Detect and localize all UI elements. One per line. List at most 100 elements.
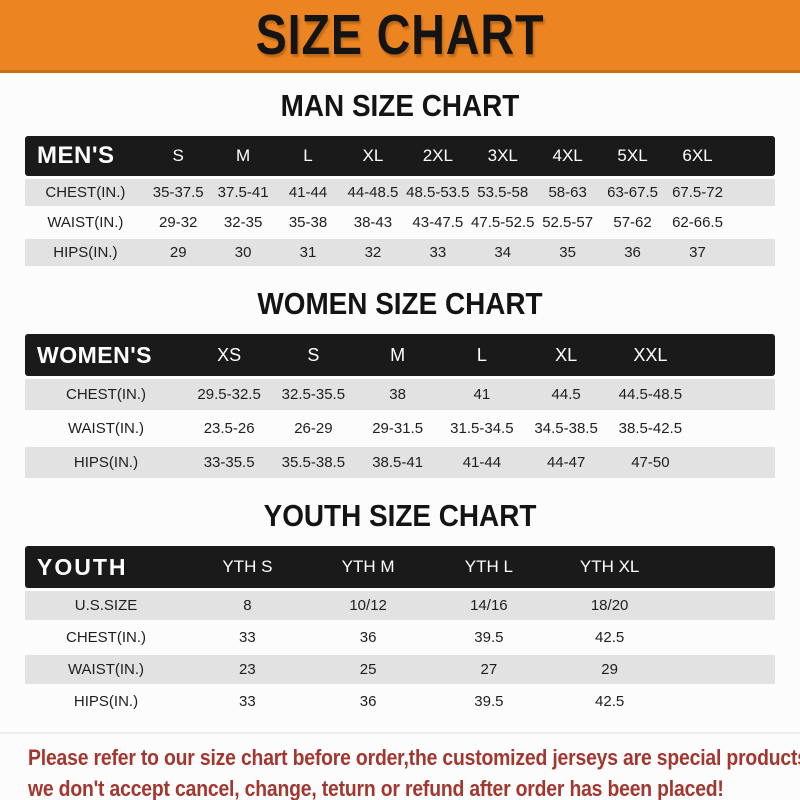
size-value: 44.5: [524, 379, 609, 410]
column-header: 3XL: [470, 136, 536, 176]
women-size-table: WOMEN'S XS S M L XL XXL CHEST(IN.) 29.5-32.5 32.5…: [25, 331, 775, 481]
size-value: 35-37.5: [145, 179, 211, 206]
size-chart-banner: SIZE CHART: [0, 0, 800, 73]
table-row: HIPS(IN.) 29 30 31 32 33 34 35 36 37: [25, 239, 775, 266]
size-value: 38: [355, 379, 440, 410]
size-value: 63-67.5: [600, 179, 665, 206]
size-value: 29-31.5: [372, 420, 424, 437]
size-value: 30: [210, 239, 276, 266]
size-value: 34: [470, 239, 536, 266]
row-filler: [670, 687, 775, 716]
row-filler: [693, 413, 776, 444]
header-filler: [730, 136, 775, 176]
size-value: 53.5-58: [470, 179, 536, 206]
size-value: 38.5-41: [355, 447, 440, 478]
size-value: 42.5: [595, 693, 625, 710]
size-value: 32: [340, 239, 406, 266]
size-value: 37: [665, 239, 730, 266]
size-value: 14/16: [428, 591, 550, 620]
table-header-row: YOUTH YTH S YTH M YTH L YTH XL: [25, 546, 775, 588]
table-title: YOUTH: [25, 546, 187, 588]
row-label: CHEST(IN.): [66, 629, 146, 646]
size-value: 31.5-34.5: [450, 420, 514, 437]
column-header: XL: [340, 136, 406, 176]
youth-size-heading: YOUTH SIZE CHART: [263, 498, 537, 533]
table-row: CHEST(IN.) 35-37.5 37.5-41 41-44 44-48.5 48.5…: [25, 179, 775, 206]
size-value: 38.5-42.5: [618, 420, 683, 437]
size-value: 67.5-72: [665, 179, 730, 206]
table-title: MEN'S: [25, 136, 146, 176]
header-filler: [692, 334, 775, 376]
size-value: 26-29: [294, 420, 333, 437]
table-title: WOMEN'S: [25, 334, 187, 376]
row-label: HIPS(IN.): [25, 447, 187, 478]
row-filler: [692, 447, 775, 478]
column-header: XS: [187, 334, 272, 376]
row-label: WAIST(IN.): [67, 420, 145, 437]
size-value: 52.5-57: [542, 214, 594, 231]
row-label: CHEST(IN.): [25, 179, 146, 206]
size-value: 10/12: [307, 591, 429, 620]
women-size-heading: WOMEN SIZE CHART: [257, 286, 543, 321]
size-value: 35: [535, 239, 601, 266]
row-label: WAIST(IN.): [25, 655, 187, 684]
note-line-1: Please refer to our size chart before or…: [28, 745, 800, 770]
column-header: 6XL: [665, 136, 730, 176]
size-value: 34.5-38.5: [534, 420, 598, 437]
table-row: CHEST(IN.) 33 36 39.5 42.5: [25, 623, 775, 652]
size-value: 32.5-35.5: [271, 379, 356, 410]
size-value: 39.5: [474, 629, 504, 646]
column-header: L: [439, 334, 524, 376]
row-filler: [670, 655, 775, 684]
size-value: 29-32: [159, 214, 198, 231]
table-row: CHEST(IN.) 29.5-32.5 32.5-35.5 38 41 44.5 44.5…: [25, 379, 775, 410]
size-value: 44-48.5: [340, 179, 406, 206]
table-row: HIPS(IN.) 33 36 39.5 42.5: [25, 687, 775, 716]
column-header: 5XL: [600, 136, 665, 176]
column-header: S: [145, 136, 211, 176]
size-value: 44.5-48.5: [608, 379, 693, 410]
youth-size-section: YOUTH SIZE CHART YOUTH YTH S YTH M YTH L YTH…: [0, 498, 800, 719]
table-header-row: WOMEN'S XS S M L XL XXL: [25, 334, 775, 376]
size-value: 35-38: [288, 214, 328, 231]
size-value: 41-44: [439, 447, 524, 478]
column-header: XXL: [608, 334, 693, 376]
column-header: YTH L: [428, 546, 550, 588]
size-value: 33: [239, 693, 256, 710]
header-filler: [670, 546, 775, 588]
size-value: 18/20: [549, 591, 670, 620]
size-value: 36: [359, 629, 377, 646]
size-value: 62-66.5: [672, 214, 723, 231]
table-header-row: MEN'S S M L XL 2XL 3XL 4XL 5XL 6XL: [25, 136, 775, 176]
size-value: 57-62: [613, 214, 652, 231]
size-value: 29: [549, 655, 670, 684]
size-value: 38-43: [353, 214, 393, 231]
row-label: WAIST(IN.): [47, 214, 124, 231]
size-value: 47-50: [608, 447, 693, 478]
order-note: Please refer to our size chart before or…: [0, 732, 800, 800]
column-header: XL: [524, 334, 609, 376]
youth-size-table: YOUTH YTH S YTH M YTH L YTH XL U.S.SIZE 8 10/12…: [25, 543, 775, 719]
size-value: 33-35.5: [187, 447, 272, 478]
column-header: YTH M: [307, 546, 429, 588]
size-value: 37.5-41: [210, 179, 276, 206]
table-row: WAIST(IN.) 29-32 32-35 35-38 38-43 43-47.5 47.…: [25, 209, 775, 236]
table-row: WAIST(IN.) 23 25 27 29: [25, 655, 775, 684]
size-value: 29.5-32.5: [187, 379, 272, 410]
column-header: L: [275, 136, 341, 176]
column-header: 2XL: [405, 136, 471, 176]
size-value: 48.5-53.5: [405, 179, 471, 206]
size-value: 43-47.5: [412, 214, 464, 231]
row-filler: [730, 209, 775, 236]
row-filler: [730, 239, 775, 266]
row-filler: [670, 623, 775, 652]
size-value: 41-44: [275, 179, 341, 206]
men-size-table: MEN'S S M L XL 2XL 3XL 4XL 5XL 6XL CHEST(IN.) 35-37…: [25, 133, 775, 269]
row-filler: [730, 179, 775, 206]
size-value: 33: [239, 629, 256, 646]
women-size-section: WOMEN SIZE CHART WOMEN'S XS S M L XL XXL CHEST(…: [0, 286, 800, 481]
man-size-heading: MAN SIZE CHART: [280, 88, 520, 123]
man-size-section: MAN SIZE CHART MEN'S S M L XL 2XL 3XL 4XL 5XL 6XL…: [0, 88, 800, 269]
size-value: 42.5: [595, 629, 625, 646]
size-value: 8: [187, 591, 308, 620]
